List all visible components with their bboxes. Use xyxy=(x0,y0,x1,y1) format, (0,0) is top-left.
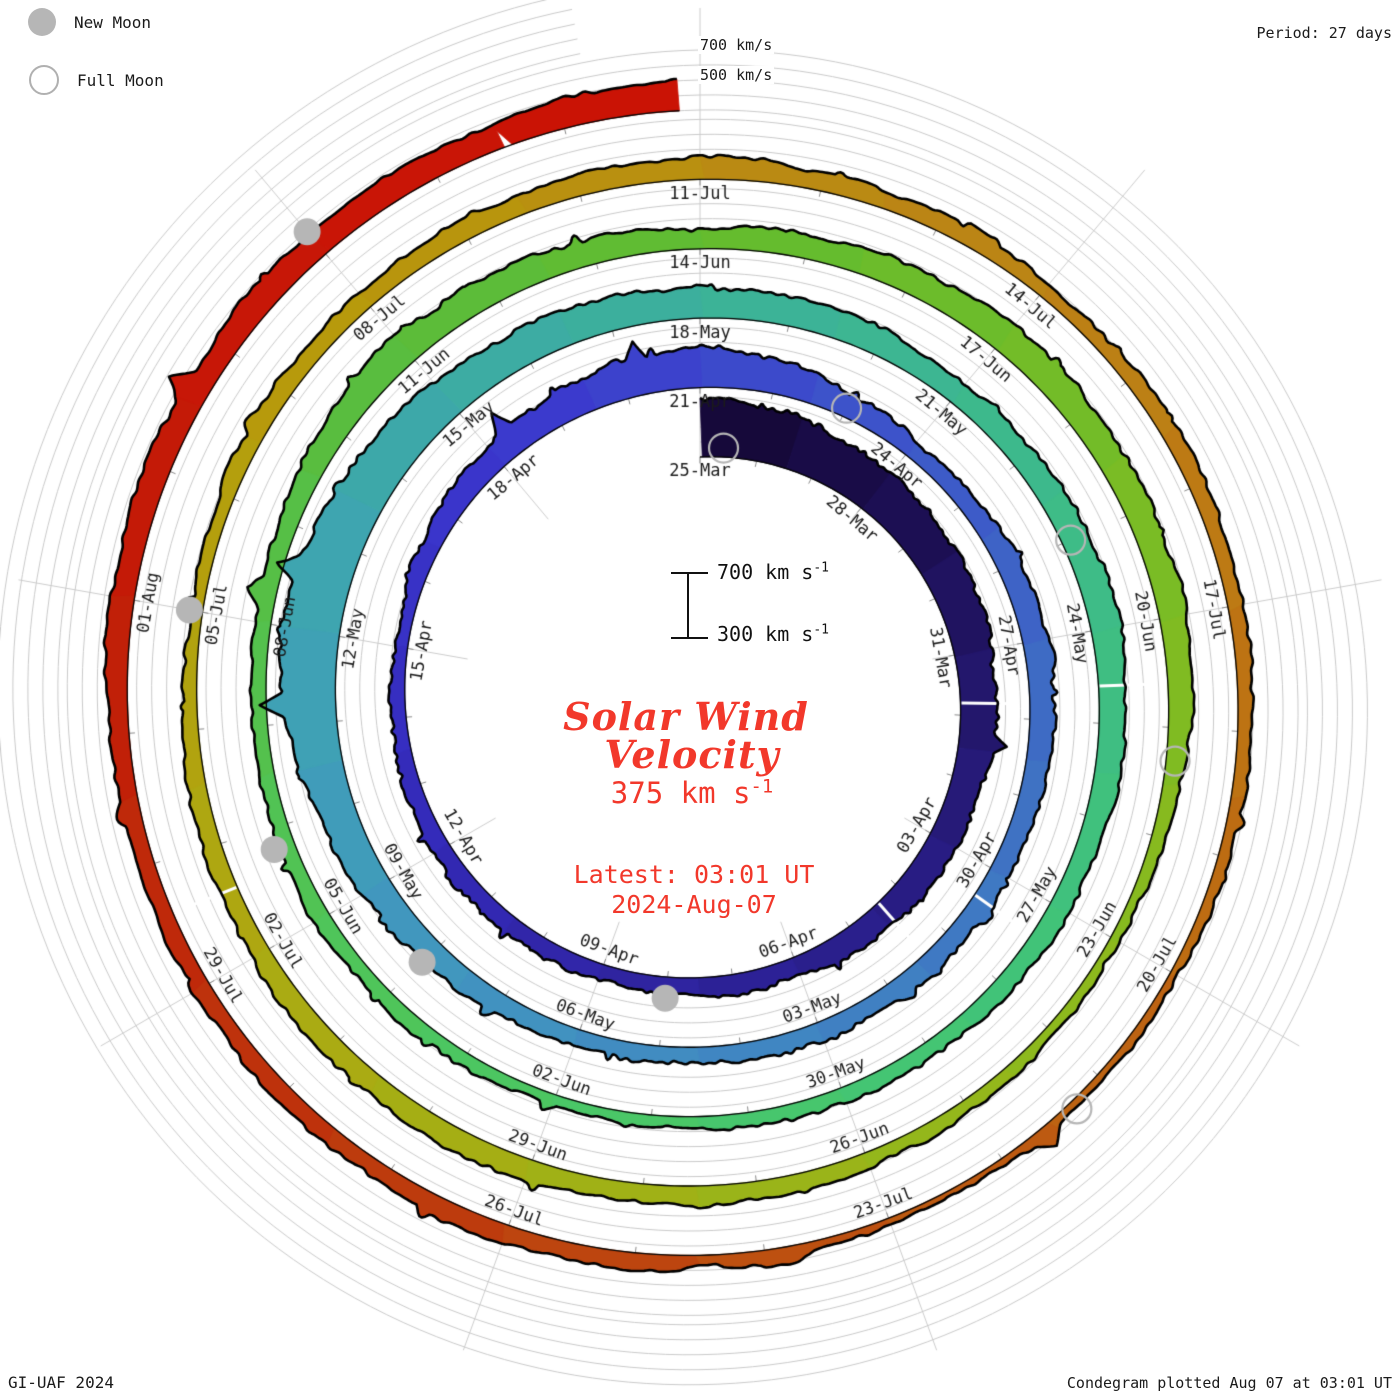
legend-full-moon: Full Moon xyxy=(29,65,164,95)
scale-label-700: 700 km s-1 xyxy=(717,560,829,584)
scale-label-700-text: 700 km s xyxy=(717,560,814,584)
credit-text: GI-UAF 2024 xyxy=(8,1373,114,1392)
chart-title-line1: Solar Wind xyxy=(563,694,809,739)
scale-bar-top-cap xyxy=(671,572,708,574)
gridline-label-700: 700 km/s xyxy=(698,36,775,54)
new-moon-icon xyxy=(28,8,56,36)
gridline-label-500: 500 km/s xyxy=(698,66,775,84)
scale-bar-line xyxy=(687,573,689,639)
legend-new-moon-label: New Moon xyxy=(74,12,152,32)
legend-new-moon: New Moon xyxy=(28,8,151,36)
scale-bar-bottom-cap xyxy=(671,637,708,639)
scale-label-300: 300 km s-1 xyxy=(717,622,829,646)
current-velocity-sup: -1 xyxy=(750,776,774,798)
legend-full-moon-label: Full Moon xyxy=(77,70,164,90)
full-moon-icon xyxy=(29,65,59,95)
plotted-timestamp: Condegram plotted Aug 07 at 03:01 UT xyxy=(1066,1374,1392,1392)
latest-time-text: Latest: 03:01 UT xyxy=(573,860,815,889)
scale-label-300-text: 300 km s xyxy=(717,622,814,646)
current-velocity-value: 375 km s-1 xyxy=(611,776,773,810)
current-velocity-text: 375 km s xyxy=(610,776,751,810)
chart-title-line2: Velocity xyxy=(604,732,780,777)
latest-date-text: 2024-Aug-07 xyxy=(611,890,777,919)
period-annotation: Period: 27 days xyxy=(1256,24,1392,42)
scale-label-300-sup: -1 xyxy=(813,622,829,638)
scale-label-700-sup: -1 xyxy=(813,560,829,576)
